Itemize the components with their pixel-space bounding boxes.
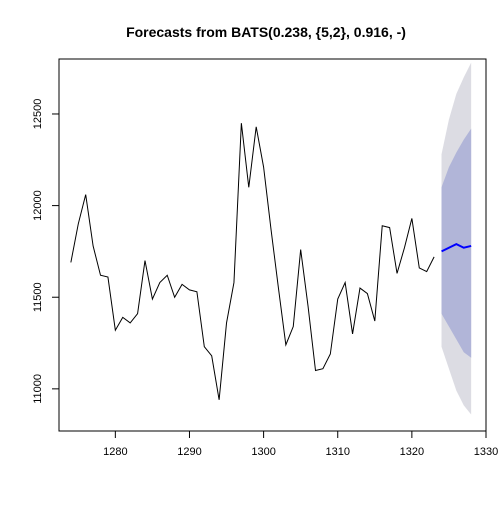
- y-tick-label: 12000: [32, 190, 44, 221]
- chart-title: Forecasts from BATS(0.238, {5,2}, 0.916,…: [126, 24, 406, 40]
- y-axis: 11000 11500 12000 12500: [32, 99, 59, 404]
- history-line: [71, 123, 434, 400]
- x-tick-label: 1330: [474, 446, 498, 458]
- x-tick-label: 1290: [177, 446, 201, 458]
- y-tick-label: 11500: [32, 282, 44, 312]
- y-tick-label: 12500: [32, 99, 44, 130]
- x-tick-label: 1320: [400, 446, 424, 458]
- x-tick-label: 1310: [325, 446, 349, 458]
- y-tick-label: 11000: [32, 374, 44, 404]
- series-lines: [71, 123, 471, 400]
- x-tick-label: 1300: [251, 446, 275, 458]
- x-tick-label: 1280: [103, 446, 127, 458]
- x-axis: 1280 1290 1300 1310 1320 1330: [103, 431, 498, 458]
- prediction-interval-bands: [442, 63, 472, 415]
